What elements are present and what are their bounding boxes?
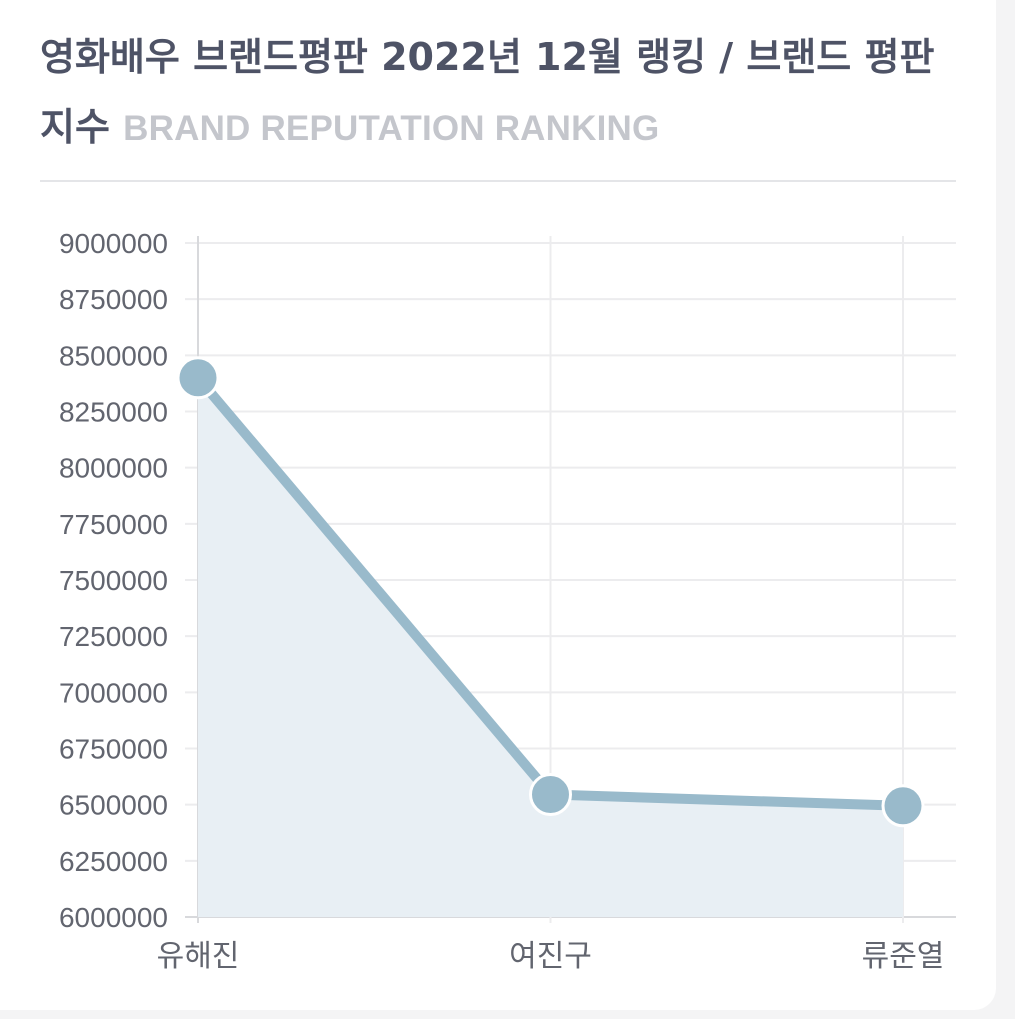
y-tick-label-8: 7000000 [59,677,168,708]
y-tick-label-6: 7500000 [59,565,168,596]
y-tick-label-5: 7750000 [59,509,168,540]
data-point-0[interactable] [176,356,220,400]
y-tick-label-10: 6500000 [59,790,168,821]
x-tick-label-2: 류준열 [862,939,945,974]
y-tick-label-0: 9000000 [59,228,168,259]
y-tick-label-2: 8500000 [59,340,168,371]
y-tick-label-3: 8250000 [59,397,168,428]
y-axis-ticks: 9000000 8750000 8500000 8250000 8000000 77500… [59,228,168,933]
chart-heading: 영화배우 브랜드평판 2022년 12월 랭킹 / 브랜드 평판지수 BRAND… [40,22,960,164]
x-tick-label-1: 여진구 [509,939,592,974]
x-tick-label-0: 유해진 [157,939,240,974]
data-point-1[interactable] [529,773,572,817]
data-point-2[interactable] [881,784,925,828]
area-fill-layer [198,377,903,917]
y-tick-label-11: 6250000 [59,846,168,877]
chart-subtitle: BRAND REPUTATION RANKING [123,109,660,148]
y-tick-label-1: 8750000 [59,284,168,315]
data-points-layer [176,356,925,828]
chart-title: 영화배우 브랜드평판 2022년 12월 랭킹 / 브랜드 평판지수 [40,35,935,149]
x-axis-ticks: 유해진 여진구 류준열 [157,939,945,974]
y-tick-label-4: 8000000 [59,453,168,484]
area-fill [198,377,903,917]
header-divider [40,180,956,182]
y-tick-label-9: 6750000 [59,734,168,765]
y-tick-label-12: 6000000 [59,902,168,933]
y-tick-label-7: 7250000 [59,621,168,652]
